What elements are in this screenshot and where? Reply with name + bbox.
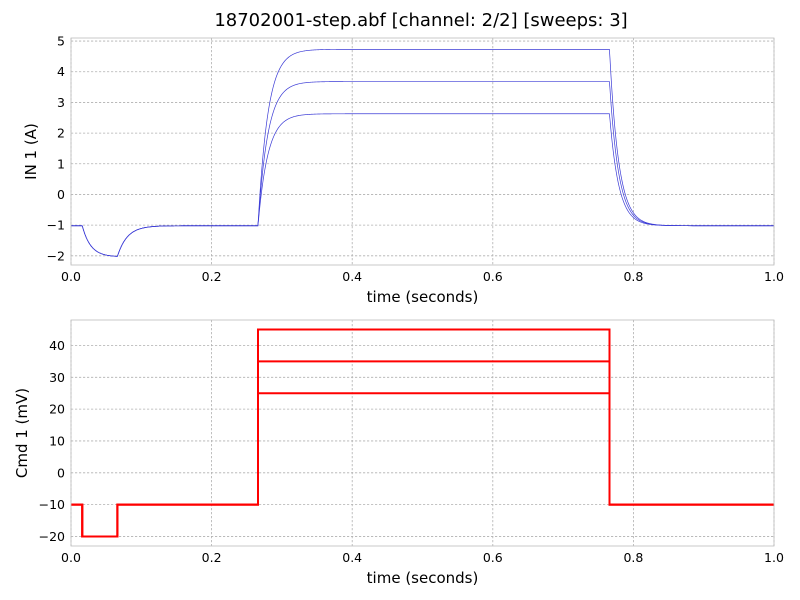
x-tick-label: 0.2: [202, 269, 222, 284]
series-line-2: [71, 81, 774, 257]
y-tick-label: 40: [49, 338, 65, 353]
y-tick-label: 2: [57, 126, 65, 141]
x-tick-label: 0.4: [342, 269, 362, 284]
x-tick-label: 1.0: [764, 550, 784, 565]
x-axis-label: time (seconds): [367, 288, 479, 306]
y-tick-label: 0: [57, 187, 65, 202]
y-tick-label: 5: [57, 34, 65, 49]
x-tick-label: 0.8: [623, 269, 643, 284]
x-tick-label: 0.0: [61, 269, 81, 284]
x-tick-label: 0.6: [483, 550, 503, 565]
y-tick-label: 4: [57, 64, 65, 79]
x-tick-label: 0.6: [483, 269, 503, 284]
series-line-2: [71, 360, 774, 538]
plot-frame: [70, 319, 775, 547]
y-tick-label: −2: [47, 248, 65, 263]
y-tick-label: −20: [39, 529, 65, 544]
x-tick-label: 1.0: [764, 269, 784, 284]
y-tick-label: −1: [47, 218, 65, 233]
series-line-1: [71, 392, 774, 538]
plot-frame: [70, 37, 775, 266]
chart-title: 18702001-step.abf [channel: 2/2] [sweeps…: [214, 10, 628, 31]
x-axis-label: time (seconds): [367, 569, 479, 587]
y-tick-label: 1: [57, 156, 65, 171]
plot-panel-1: 0.0 0.2 0.4 0.6 0.8 1.0 −2 −1 0 1 2 3 4 5 time (second…: [22, 34, 784, 306]
x-tick-label: 0.2: [202, 550, 222, 565]
y-tick-label: 3: [57, 95, 65, 110]
y-axis-label: Cmd 1 (mV): [13, 388, 31, 478]
x-tick-label: 0.4: [342, 550, 362, 565]
series-line-3: [71, 49, 774, 257]
series-line-1: [71, 113, 774, 257]
y-tick-label: 20: [49, 402, 65, 417]
x-tick-label: 0.8: [623, 550, 643, 565]
y-tick-label: 10: [49, 433, 65, 448]
y-tick-label: 0: [57, 465, 65, 480]
plot-panel-2: 0.0 0.2 0.4 0.6 0.8 1.0 −20 −10 0 10 20 30 40 time (s…: [13, 319, 784, 587]
series-line-3: [71, 328, 774, 538]
y-tick-label: −10: [39, 497, 65, 512]
y-tick-label: 30: [49, 370, 65, 385]
y-axis-label: IN 1 (A): [22, 123, 40, 180]
x-tick-label: 0.0: [61, 550, 81, 565]
